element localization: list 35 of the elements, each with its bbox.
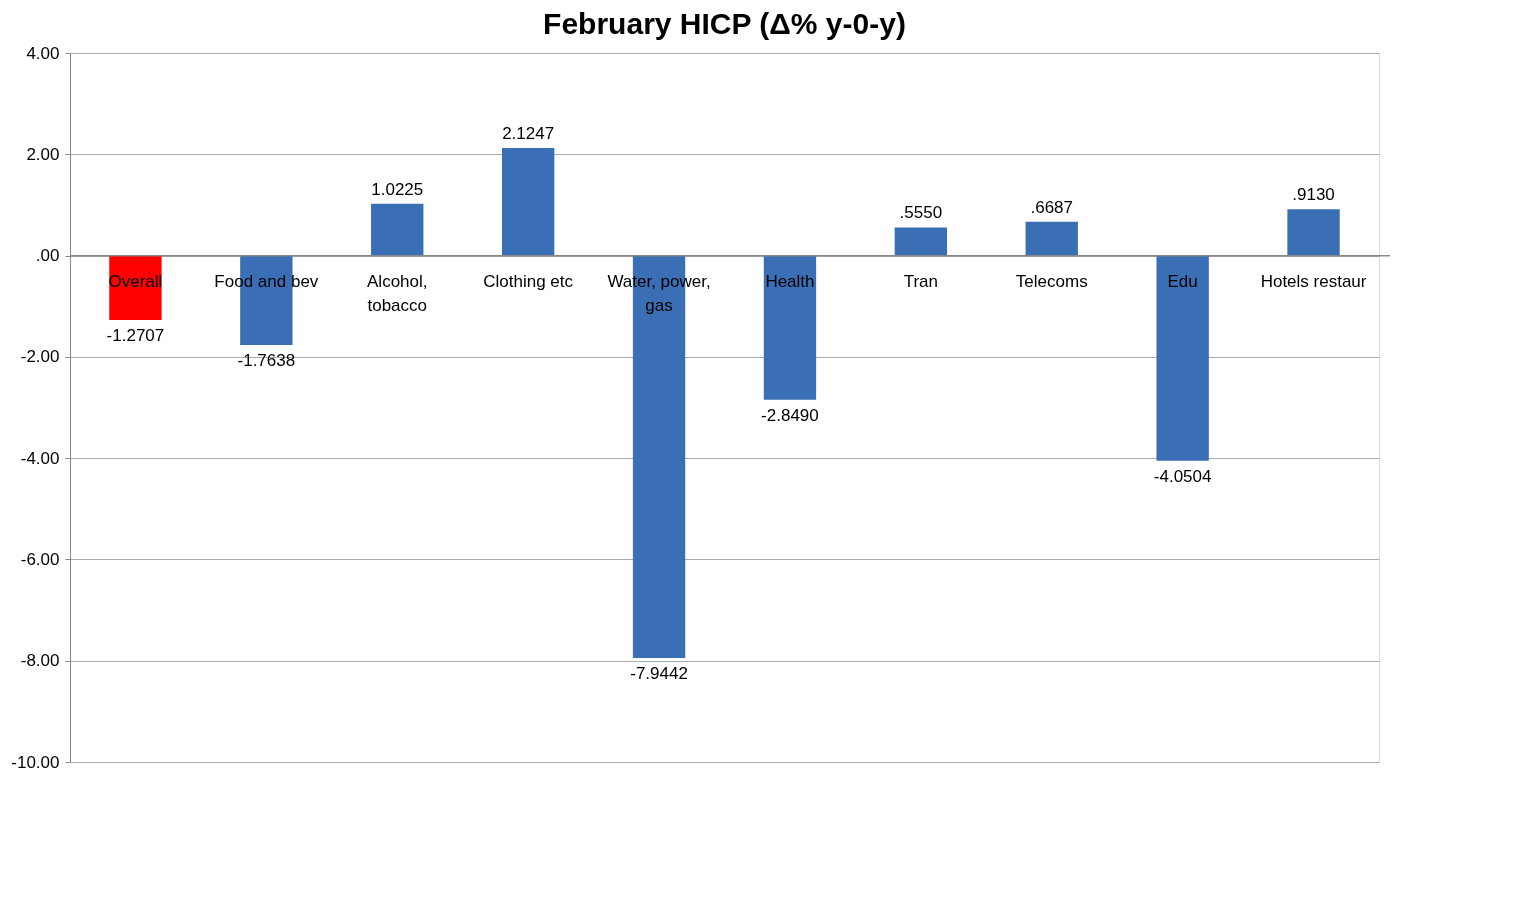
y-tick-label: -8.00	[20, 651, 60, 671]
y-tick-label: 4.00	[26, 43, 60, 63]
x-tick-label: Telecoms	[1015, 271, 1088, 291]
data-label: .5550	[899, 203, 943, 223]
x-tick-label: Edu	[1167, 271, 1198, 291]
data-label: -7.9442	[630, 663, 688, 683]
bar	[109, 255, 162, 320]
data-label: .9130	[1292, 185, 1335, 205]
bar	[894, 227, 948, 256]
y-tick-label: 2.00	[26, 144, 60, 164]
bar	[1025, 221, 1078, 256]
y-tick-label: -6.00	[20, 549, 60, 569]
data-label: 1.0225	[371, 179, 424, 199]
data-label: 2.1247	[502, 123, 555, 143]
data-label: -2.8490	[761, 405, 819, 425]
x-tick-label: Health	[765, 271, 815, 291]
y-tick-label: -4.00	[20, 448, 60, 468]
bar	[763, 255, 817, 400]
bar	[371, 203, 424, 256]
x-tick-label: Alcohol, tobacco	[367, 271, 428, 315]
data-label: -1.2707	[106, 325, 165, 345]
x-tick-label: Overall	[108, 271, 163, 291]
y-tick-label: .00	[35, 246, 60, 266]
x-tick-label: Hotels restaur	[1260, 271, 1367, 291]
chart-title: February HICP (Δ% y-0-y)	[543, 7, 906, 40]
data-label: -1.7638	[237, 350, 296, 370]
bar	[1287, 209, 1340, 256]
y-tick-label: -2.00	[20, 347, 60, 367]
bar	[501, 147, 555, 256]
bar	[1156, 255, 1209, 461]
x-tick-label: Clothing etc	[483, 271, 574, 291]
x-tick-label: Tran	[903, 271, 939, 291]
data-label: .6687	[1030, 197, 1074, 217]
y-tick-label: -10.00	[11, 752, 60, 772]
data-label: -4.0504	[1153, 466, 1212, 486]
